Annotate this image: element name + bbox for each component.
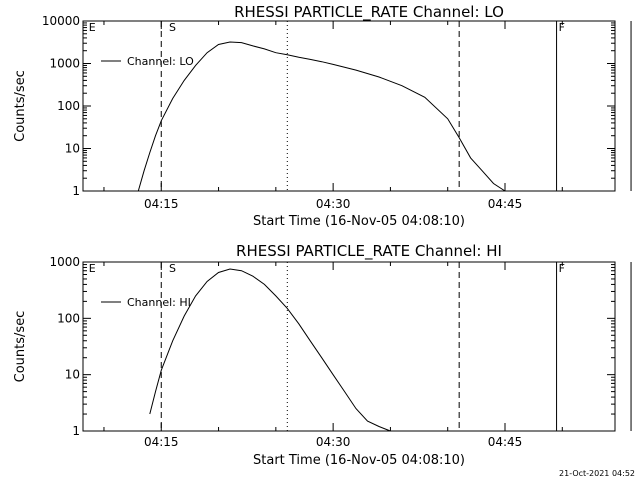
flag-label: E [89, 21, 96, 34]
x-tick-label: 04:30 [316, 435, 351, 449]
x-axis-label: Start Time (16-Nov-05 04:08:10) [253, 453, 465, 468]
y-tick-label: 10 [65, 142, 80, 156]
y-axis-label: Counts/sec [13, 70, 28, 142]
y-tick-label: 100 [57, 99, 80, 113]
chart-title: RHESSI PARTICLE_RATE Channel: LO [234, 3, 504, 22]
flag-label: E [89, 262, 96, 275]
flag-label: F [559, 21, 565, 34]
x-axis-label: Start Time (16-Nov-05 04:08:10) [253, 214, 465, 229]
series-line [137, 41, 506, 192]
y-tick-label: 1 [72, 184, 80, 198]
y-tick-label: 1000 [49, 57, 80, 71]
series-line [149, 268, 391, 432]
y-tick-label: 100 [57, 311, 80, 325]
x-tick-label: 04:45 [488, 197, 523, 211]
x-tick-label: 04:45 [488, 435, 523, 449]
panel-lo: RHESSI PARTICLE_RATE Channel: LO 04:15 04:… [13, 3, 632, 229]
flag-label: S [169, 262, 176, 275]
flag-label: S [169, 21, 176, 34]
flag-label: F [559, 262, 565, 275]
y-tick-label: 10000 [42, 14, 80, 28]
plot-frame [82, 20, 616, 192]
y-tick-label: 1000 [49, 255, 80, 269]
y-axis-label: Counts/sec [13, 311, 28, 383]
x-tick-label: 04:15 [144, 435, 179, 449]
chart-title: RHESSI PARTICLE_RATE Channel: HI [236, 242, 502, 261]
panel-hi: RHESSI PARTICLE_RATE Channel: HI 04:15 04:… [13, 242, 632, 468]
y-tick-label: 10 [65, 368, 80, 382]
plot-frame [82, 261, 616, 432]
legend-label: Channel: LO [127, 55, 194, 68]
timestamp: 21-Oct-2021 04:52 [559, 469, 635, 478]
y-tick-label: 1 [72, 424, 80, 438]
x-tick-label: 04:30 [316, 197, 351, 211]
x-tick-label: 04:15 [144, 197, 179, 211]
legend-label: Channel: HI [127, 296, 191, 309]
